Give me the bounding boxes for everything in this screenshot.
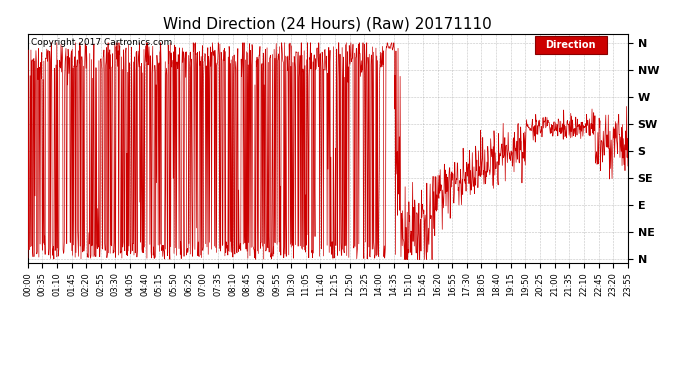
Text: Copyright 2017 Cartronics.com: Copyright 2017 Cartronics.com bbox=[30, 38, 172, 47]
Text: Direction: Direction bbox=[546, 40, 596, 50]
FancyBboxPatch shape bbox=[535, 36, 607, 54]
Title: Wind Direction (24 Hours) (Raw) 20171110: Wind Direction (24 Hours) (Raw) 20171110 bbox=[164, 16, 492, 31]
